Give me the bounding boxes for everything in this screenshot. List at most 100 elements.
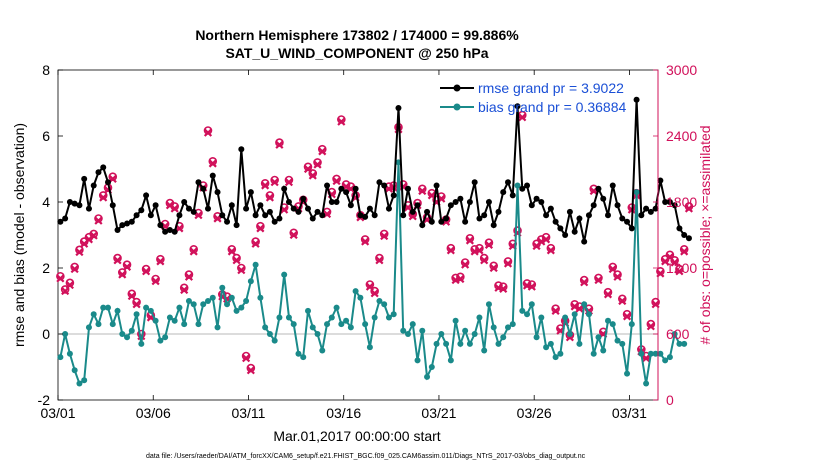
rmse-point bbox=[447, 202, 454, 209]
bias-point bbox=[676, 340, 683, 347]
assimilated-marker bbox=[499, 284, 508, 293]
rmse-point bbox=[133, 212, 140, 219]
assimilated-marker bbox=[246, 366, 255, 375]
bias-point bbox=[476, 314, 483, 321]
assimilated-marker bbox=[56, 274, 65, 283]
assimilated-marker bbox=[461, 260, 470, 269]
rmse-point bbox=[438, 218, 445, 225]
bias-point bbox=[319, 347, 326, 354]
rmse-point bbox=[371, 212, 378, 219]
rmse-point bbox=[524, 182, 531, 189]
assimilated-marker bbox=[242, 354, 251, 363]
plot-area bbox=[56, 69, 694, 401]
bias-point bbox=[281, 271, 288, 278]
series-layer bbox=[56, 96, 694, 387]
y-axis-left-label: rmse and bias (model - observation) bbox=[11, 123, 27, 347]
bias-point bbox=[452, 317, 459, 324]
assimilated-marker bbox=[518, 113, 527, 122]
bias-point bbox=[490, 324, 497, 331]
rmse-point bbox=[324, 182, 331, 189]
bias-point bbox=[309, 324, 316, 331]
rmse-point bbox=[676, 225, 683, 232]
bias-point bbox=[471, 331, 478, 337]
bias-point bbox=[662, 357, 669, 364]
bias-point bbox=[643, 380, 650, 387]
assimilated-marker bbox=[151, 277, 160, 286]
rmse-point bbox=[443, 215, 450, 222]
rmse-point bbox=[100, 164, 107, 171]
rmse-point bbox=[57, 218, 64, 225]
rmse-point bbox=[647, 208, 654, 215]
assimilated-marker bbox=[208, 159, 217, 168]
bias-point bbox=[409, 321, 416, 328]
assimilated-marker bbox=[580, 278, 589, 287]
bias-point bbox=[357, 294, 364, 301]
assimilated-marker bbox=[99, 193, 108, 202]
rmse-point bbox=[538, 199, 545, 205]
assimilated-marker bbox=[203, 128, 213, 137]
assimilated-marker bbox=[480, 256, 489, 265]
bias-point bbox=[371, 314, 378, 321]
rmse-point bbox=[176, 212, 183, 219]
bias-point bbox=[600, 347, 607, 354]
bias-point bbox=[238, 304, 245, 311]
y-right-tick-label: 3000 bbox=[666, 62, 697, 78]
bias-point bbox=[190, 301, 197, 308]
assimilated-marker bbox=[375, 256, 384, 265]
x-tick-label: 03/06 bbox=[136, 405, 171, 421]
assimilated-marker bbox=[237, 266, 246, 275]
assimilated-marker bbox=[570, 302, 579, 311]
rmse-point bbox=[528, 202, 535, 209]
chart-title-line2: SAT_U_WIND_COMPONENT @ 250 hPa bbox=[225, 45, 488, 61]
bias-point bbox=[457, 340, 464, 347]
y-left-tick-label: 8 bbox=[42, 62, 50, 78]
rmse-point bbox=[319, 212, 326, 219]
x-tick-label: 03/16 bbox=[326, 405, 361, 421]
rmse-point bbox=[666, 199, 673, 205]
y-left-tick-label: 0 bbox=[42, 326, 50, 342]
rmse-point bbox=[124, 220, 131, 227]
rmse-point bbox=[85, 205, 92, 212]
assimilated-marker bbox=[418, 186, 427, 196]
rmse-point bbox=[562, 232, 569, 238]
rmse-point bbox=[76, 202, 83, 209]
bias-point bbox=[628, 321, 635, 328]
bias-point bbox=[71, 367, 78, 374]
x-axis-label: Mar.01,2017 00:00:00 start bbox=[273, 428, 440, 444]
assimilated-marker bbox=[122, 262, 132, 271]
rmse-point bbox=[114, 227, 121, 234]
bias-point bbox=[195, 321, 202, 328]
rmse-point bbox=[157, 222, 164, 229]
assimilated-marker bbox=[94, 216, 103, 225]
rmse-point bbox=[228, 202, 235, 209]
bias-point bbox=[314, 331, 321, 337]
rmse-point bbox=[333, 199, 340, 205]
bias-point bbox=[147, 307, 154, 314]
rmse-point bbox=[171, 228, 178, 235]
bias-point bbox=[290, 321, 297, 328]
rmse-point bbox=[109, 202, 116, 209]
assimilated-marker bbox=[156, 257, 165, 266]
rmse-point bbox=[362, 213, 369, 220]
assimilated-marker bbox=[180, 285, 189, 295]
bias-point bbox=[543, 344, 550, 351]
bias-point bbox=[405, 331, 411, 337]
legend-rmse-marker bbox=[453, 84, 461, 92]
bias-point bbox=[557, 350, 564, 357]
bias-point bbox=[105, 304, 111, 311]
bias-point bbox=[481, 347, 488, 354]
rmse-point bbox=[285, 199, 292, 205]
rmse-point bbox=[195, 179, 202, 186]
bias-point bbox=[571, 311, 578, 318]
rmse-point bbox=[366, 205, 373, 212]
bias-point bbox=[119, 331, 126, 337]
rmse-point bbox=[271, 218, 278, 225]
assimilated-marker bbox=[408, 212, 417, 221]
chart-title-line1: Northern Hemisphere 173802 / 174000 = 99… bbox=[195, 27, 519, 43]
rmse-point bbox=[657, 177, 664, 184]
assimilated-marker bbox=[270, 178, 279, 187]
rmse-point bbox=[152, 202, 159, 209]
bias-point bbox=[343, 317, 350, 324]
rmse-point bbox=[652, 205, 659, 212]
rmse-point bbox=[266, 208, 273, 215]
